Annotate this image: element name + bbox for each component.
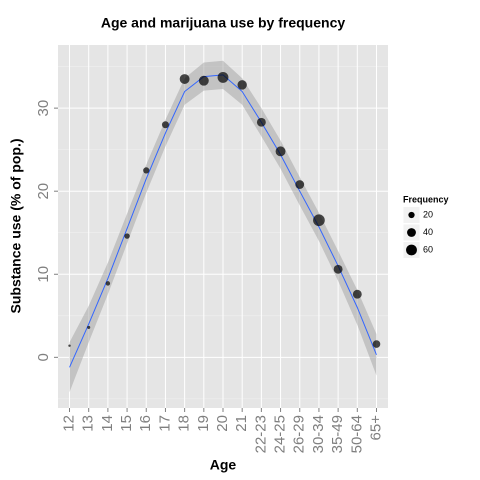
marks: [68, 71, 381, 348]
legend-label: 20: [423, 209, 433, 219]
confidence-band: [69, 60, 377, 393]
x-tick-label: 35-49: [329, 415, 346, 453]
x-tick-label: 17: [156, 415, 173, 432]
point: [198, 75, 209, 86]
legend-title: Frequency: [403, 194, 449, 204]
point: [87, 325, 91, 329]
x-tick-label: 14: [99, 415, 116, 432]
x-tick-label: 15: [118, 415, 135, 432]
point: [237, 80, 247, 90]
y-tick-label: 10: [35, 266, 52, 283]
x-tick-label: 16: [137, 415, 154, 432]
x-tick-label: 21: [233, 415, 250, 432]
x-tick-label: 50-64: [348, 415, 365, 453]
legend-label: 60: [423, 244, 433, 254]
point: [313, 214, 325, 227]
x-tick-label: 13: [80, 415, 97, 432]
x-axis-label: Age: [210, 457, 237, 473]
point: [372, 340, 381, 348]
legend-label: 40: [423, 227, 433, 237]
point: [217, 71, 229, 83]
chart-title: Age and marijuana use by frequency: [101, 15, 346, 31]
x-tick-label: 19: [195, 415, 212, 432]
point: [143, 167, 150, 174]
y-axis-label: Substance use (% of pop.): [8, 138, 24, 313]
point: [179, 74, 190, 85]
x-tick-label: 24-25: [272, 415, 289, 453]
x-tick-label: 65+: [367, 415, 384, 441]
x-tick-label: 26-29: [291, 415, 308, 453]
point: [333, 264, 343, 274]
x-tick-label: 30-34: [310, 415, 327, 453]
point: [256, 117, 266, 127]
legend-symbol: [407, 228, 416, 237]
x-tick-label: 18: [176, 415, 193, 432]
point: [275, 146, 286, 157]
grid: [58, 45, 388, 408]
y-tick-label: 0: [35, 353, 52, 361]
y-tick-label: 20: [35, 183, 52, 200]
point: [295, 180, 305, 189]
y-tick-label: 30: [35, 100, 52, 117]
legend-symbol: [406, 244, 417, 256]
legend-symbol: [408, 211, 415, 219]
x-tick-label: 22-23: [252, 415, 269, 453]
point: [105, 281, 111, 286]
point: [68, 344, 71, 347]
x-tick-label: 20: [214, 415, 231, 432]
point: [352, 289, 362, 299]
point: [161, 121, 169, 129]
point: [124, 233, 130, 239]
x-tick-label: 12: [60, 415, 77, 432]
